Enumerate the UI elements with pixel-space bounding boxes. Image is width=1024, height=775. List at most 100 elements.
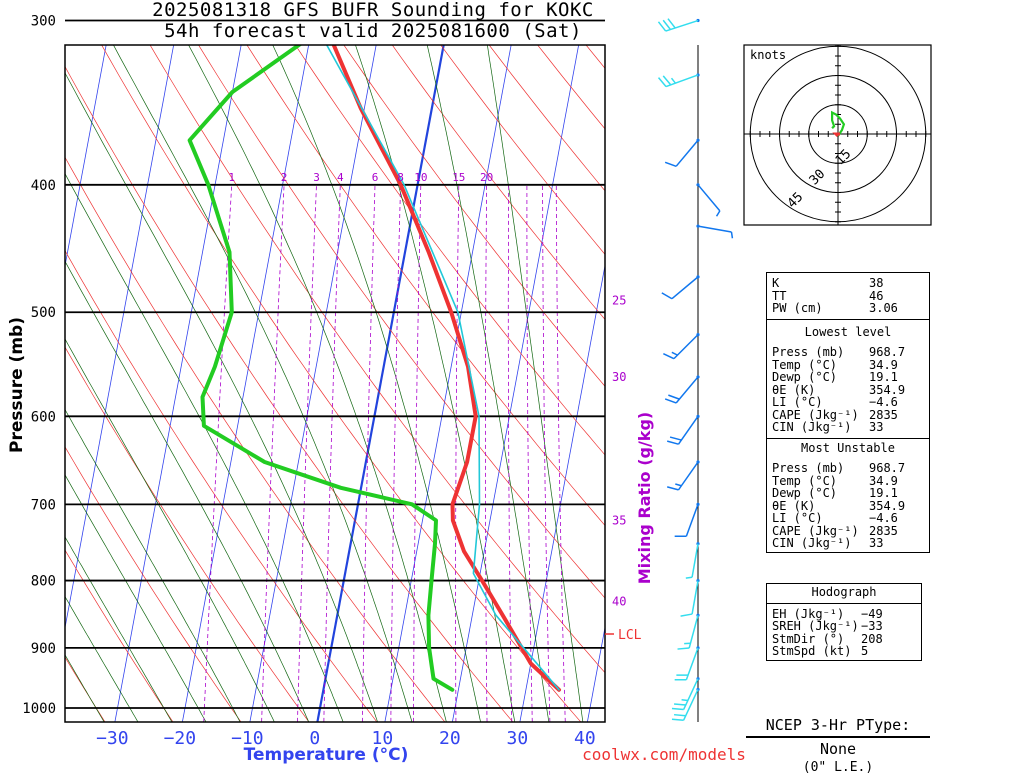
- wind-barb-flag: [663, 354, 674, 359]
- wind-barb-staff: [676, 140, 698, 166]
- wind-barb-staff: [678, 462, 698, 490]
- pw-label: PW (cm): [772, 302, 823, 315]
- moist-adiabat-line: [0, 0, 416, 736]
- wind-barb-half-flag: [675, 484, 681, 486]
- mixing-ratio-label: Mixing Ratio (g/kg): [635, 412, 654, 584]
- temperature-profile-line: [130, 0, 559, 690]
- unstable-row-value: −4.6: [869, 512, 924, 525]
- wind-barb-flag: [667, 487, 678, 490]
- wind-barb: [663, 333, 699, 359]
- ptype-panel: NCEP 3-Hr PType: None (0" L.E.): [738, 716, 938, 775]
- lowest-row-value: 968.7: [869, 346, 924, 359]
- hodo_stats-row: SREH (Jkg⁻¹)−33: [767, 620, 921, 633]
- wind-barb-staff: [698, 185, 720, 211]
- ptype-title: NCEP 3-Hr PType:: [738, 716, 938, 734]
- wind-barb-half-flag: [682, 700, 688, 701]
- mixing-ratio-label: 8: [397, 171, 404, 184]
- isotherm-line: [517, 0, 767, 736]
- mixing-ratio-side-label: 30: [612, 370, 626, 384]
- wind-barb-flag: [681, 614, 693, 616]
- hodo_stats-row-value: 5: [861, 645, 916, 658]
- mixing-ratio-label: 15: [452, 171, 465, 184]
- wind-barb-flag: [678, 648, 690, 649]
- wind-barb-staff: [692, 544, 698, 577]
- lowest-row-value: 33: [869, 421, 924, 434]
- unstable-row: LI (°C)−4.6: [767, 512, 929, 525]
- dry-adiabat-line: [0, 0, 525, 736]
- wind-barb-staff: [674, 335, 698, 359]
- pressure-tick-label: 300: [31, 14, 56, 30]
- wind-barb: [662, 275, 700, 298]
- mixing-ratio-line: [456, 185, 459, 736]
- pressure-tick-label: 700: [31, 497, 56, 513]
- wind-barb: [665, 375, 699, 403]
- wind-barb-staff: [672, 277, 698, 299]
- mixing-ratio-label: 20: [480, 171, 493, 184]
- unstable-row: Dewp (°C)19.1: [767, 487, 929, 500]
- isotherm-line: [450, 0, 700, 736]
- hodo_stats-row-label: SREH (Jkg⁻¹): [772, 620, 859, 633]
- hodo_stats-row-value: 208: [861, 633, 916, 646]
- wind-barb: [659, 73, 700, 86]
- lowest-row: LI (°C) −4.6: [767, 396, 929, 409]
- moist-adiabat-line: [357, 0, 551, 736]
- lowest-row-label: LI (°C): [772, 396, 823, 409]
- plot-frame: [65, 45, 605, 722]
- moist-adiabat-line: [54, 0, 450, 736]
- wind-barb: [675, 503, 700, 537]
- credit: coolwx.com/models: [582, 745, 746, 764]
- lowest-row-label: CIN (Jkg⁻¹): [772, 421, 851, 434]
- wind-barb-staff: [686, 648, 698, 680]
- dry-adiabat-line: [0, 0, 798, 736]
- lowest-row: Dewp (°C)19.1: [767, 371, 929, 384]
- pressure-tick-label: 400: [31, 178, 56, 194]
- dry-adiabat-line: [0, 0, 730, 736]
- wind-barb-staff: [676, 377, 698, 403]
- lowest-row-value: −4.6: [869, 396, 924, 409]
- hodo_stats-row-label: StmSpd (kt): [772, 645, 851, 658]
- lcl-marker: LCL: [605, 628, 642, 643]
- unstable-row-value: 19.1: [869, 487, 924, 500]
- mixing-ratio-label: 4: [337, 171, 344, 184]
- dry-adiabat-line: [0, 0, 867, 736]
- pressure-tick-label: 600: [31, 409, 56, 425]
- most-unstable-header: Most Unstable: [767, 438, 929, 463]
- lowest-row-value: 19.1: [869, 371, 924, 384]
- wind-barb-staff: [698, 226, 731, 232]
- mixing-ratio-label: 1: [228, 171, 235, 184]
- wind-barb-half-flag: [672, 78, 676, 83]
- wind-barb-flag: [662, 293, 672, 299]
- wind-barb-flag: [674, 704, 686, 705]
- mixing-ratio-line: [324, 185, 341, 736]
- temperature-tick-label: 20: [439, 728, 461, 749]
- moist-adiabat-line: [0, 0, 214, 736]
- unstable-row-value: 968.7: [869, 462, 924, 475]
- mixing-ratio-label: 3: [313, 171, 320, 184]
- wind-barb: [675, 646, 700, 680]
- ptype-divider: [746, 736, 930, 738]
- wind-barb-flag: [667, 441, 678, 444]
- hodograph-knots-label: knots: [750, 48, 786, 62]
- mixing-ratio-line: [203, 185, 232, 736]
- unstable-row-value: 33: [869, 537, 924, 550]
- mixing-ratio-line: [556, 185, 565, 736]
- ptype-value: None: [738, 740, 938, 758]
- wind-barb-staff: [689, 615, 698, 648]
- pressure-tick-label: 800: [31, 574, 56, 590]
- unstable-row-label: Press (mb): [772, 462, 844, 475]
- mixing-ratio-line: [543, 185, 551, 736]
- mixing-ratio-line: [485, 185, 487, 736]
- mixing-ratio-side-label: 25: [612, 294, 626, 308]
- temperature-tick-label: 30: [507, 728, 529, 749]
- isotherm-line: [247, 0, 497, 736]
- wind-barb: [681, 579, 700, 616]
- moist-adiabat-line: [0, 0, 247, 736]
- moist-adiabat-line: [443, 0, 585, 736]
- y-axis-label: Pressure (mb): [7, 317, 27, 453]
- wind-barb-staff: [666, 75, 698, 87]
- wind-barb-half-flag: [717, 211, 720, 216]
- hodograph-stats-header: Hodograph: [767, 584, 921, 603]
